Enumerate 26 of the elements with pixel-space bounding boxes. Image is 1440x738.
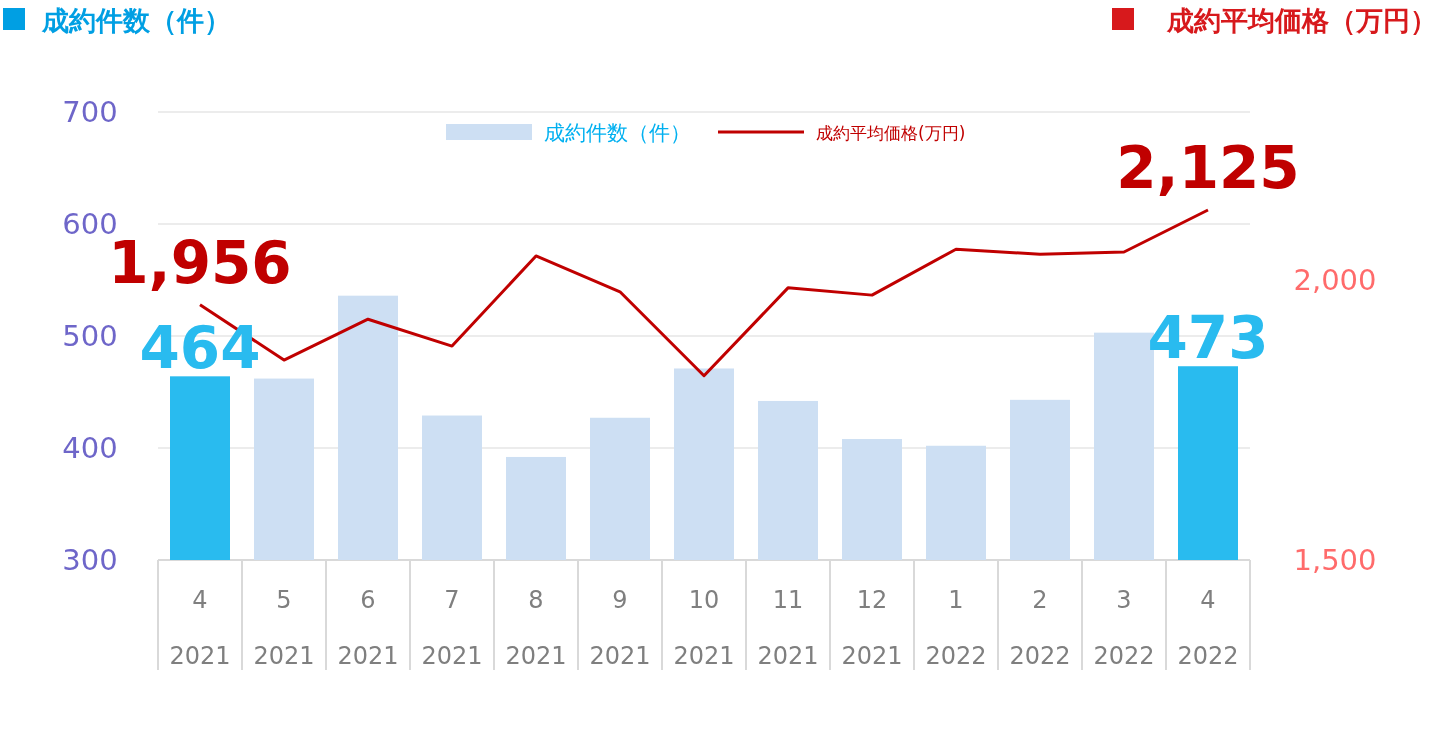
x-tick-label: 12 2021 <box>841 586 903 670</box>
y-axis-title: 成約件数（件） <box>41 5 231 36</box>
x-tick-label: 11 2021 <box>757 586 819 670</box>
x-tick-label: 2 2022 <box>1009 586 1071 670</box>
y-tick-label: 700 <box>62 95 118 129</box>
x-tick-label: 3 2022 <box>1093 586 1155 670</box>
x-tick-label: 7 2021 <box>421 586 483 670</box>
x-tick-label: 5 2021 <box>253 586 315 670</box>
legend-label: 成約件数（件） <box>544 121 691 145</box>
y-tick-label: 300 <box>62 543 118 577</box>
x-tick-label: 4 2022 <box>1177 586 1239 670</box>
x-tick-label: 8 2021 <box>505 586 567 670</box>
x-tick-label: 9 2021 <box>589 586 651 670</box>
y2-tick-label: 2,000 <box>1293 263 1377 297</box>
data-label: 473 <box>1147 304 1269 373</box>
y2-axis-title: 成約平均価格（万円） <box>1166 5 1437 36</box>
y-tick-label: 500 <box>62 319 118 353</box>
data-label: 2,125 <box>1116 134 1300 202</box>
y2-tick-label: 1,500 <box>1293 543 1377 577</box>
y-tick-label: 400 <box>62 431 118 465</box>
x-tick-label: 1 2022 <box>925 586 987 670</box>
data-label: 464 <box>139 314 261 383</box>
x-tick-label: 10 2021 <box>673 586 735 670</box>
x-tick-label: 6 2021 <box>337 586 399 670</box>
x-tick-label: 4 2021 <box>169 586 231 670</box>
text: 成約平均価格(万円) <box>816 123 966 143</box>
